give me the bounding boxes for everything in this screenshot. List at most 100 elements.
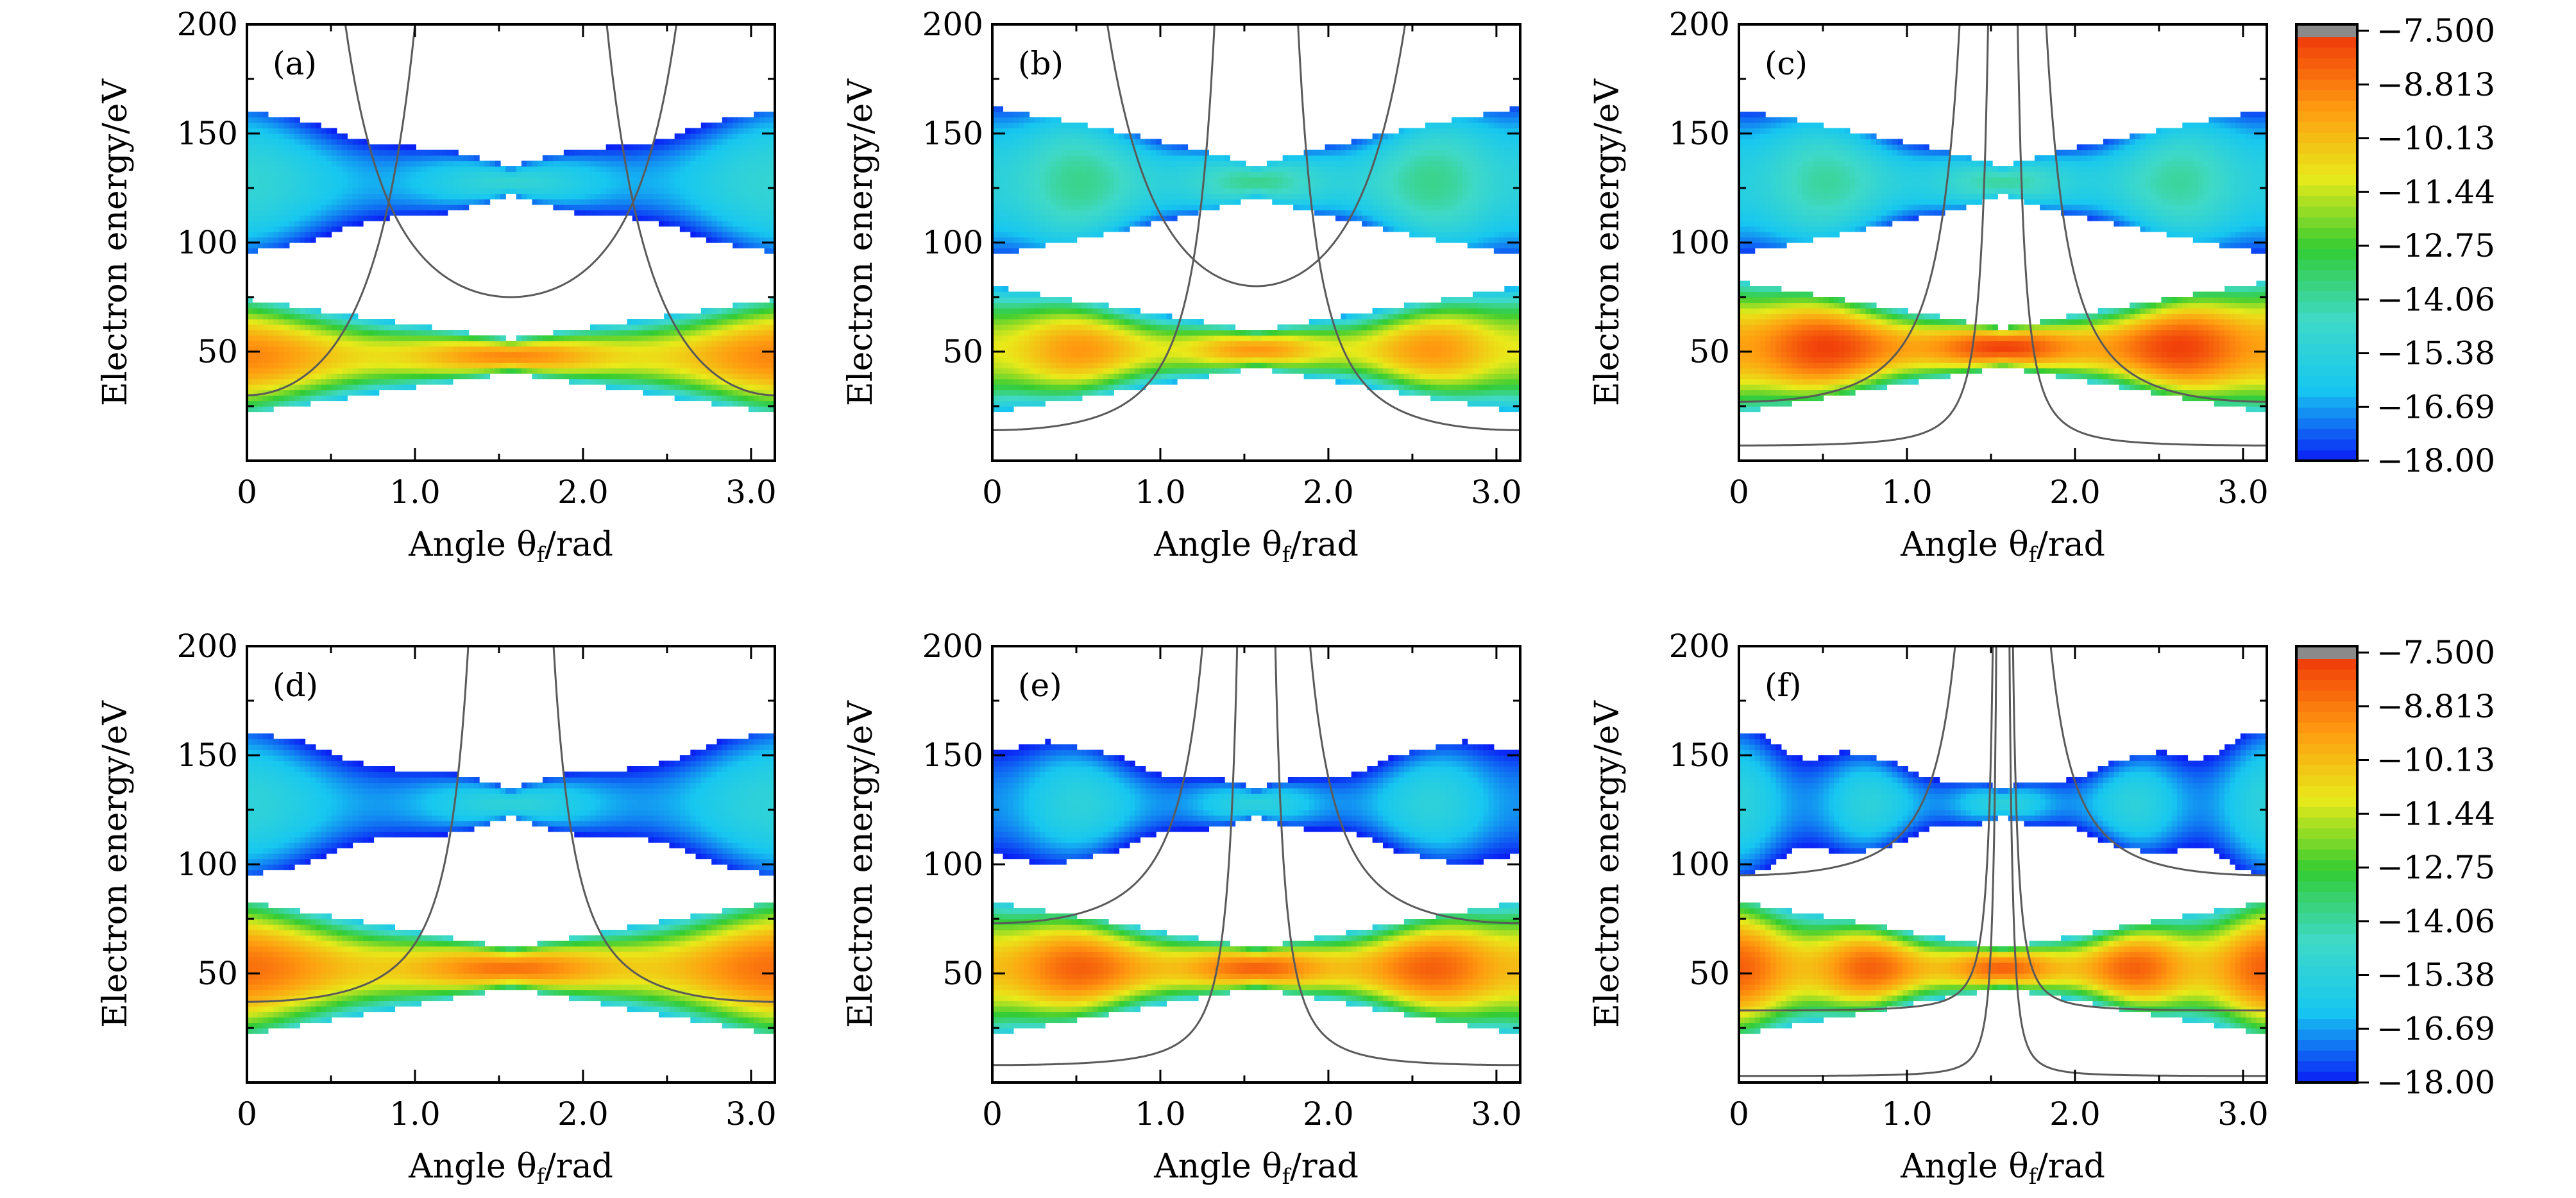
heat-cell [1493, 297, 1500, 304]
heat-cell [326, 352, 332, 358]
heat-cell [1488, 341, 1495, 347]
heat-cell [452, 335, 459, 341]
heat-cell [252, 400, 258, 407]
heat-cell [300, 144, 306, 151]
heat-cell [627, 319, 633, 325]
heat-cell [1129, 352, 1135, 358]
heat-cell [1356, 341, 1362, 347]
heat-cell [611, 193, 617, 200]
heat-cell [664, 346, 670, 352]
heat-cell [574, 346, 580, 352]
heat-cell [1409, 363, 1415, 369]
heat-cell [743, 243, 749, 249]
heat-cell [363, 319, 369, 325]
heat-cell [727, 368, 733, 374]
heat-cell [1198, 352, 1204, 358]
heat-cell [584, 199, 591, 205]
heat-cell [1240, 363, 1246, 369]
heat-cell [1330, 210, 1336, 216]
heat-cell [653, 324, 659, 330]
heat-cell [1076, 373, 1083, 380]
heat-cell [432, 177, 437, 184]
heat-cell [352, 177, 359, 184]
heat-cell [733, 193, 738, 200]
heat-cell [727, 237, 733, 243]
heat-cell [347, 324, 353, 330]
heat-cell [331, 313, 337, 320]
heat-cell [294, 400, 300, 407]
heat-cell [627, 160, 633, 167]
heat-cell [1293, 204, 1299, 210]
heat-cell [563, 373, 570, 380]
heat-cell [1282, 330, 1289, 336]
heat-cell [1135, 363, 1141, 369]
x-tick-label: 2.0 [557, 474, 609, 511]
heat-cell [1452, 232, 1457, 238]
heat-cell [1425, 368, 1431, 374]
heat-cell [722, 221, 728, 227]
heat-cell [733, 330, 738, 336]
heat-cell [1499, 313, 1505, 320]
heat-cell [1013, 346, 1019, 352]
heat-cell [1140, 363, 1146, 369]
heat-cell [1008, 232, 1014, 238]
heat-cell [352, 357, 359, 363]
heat-cell [1488, 357, 1495, 363]
heat-cell [595, 188, 602, 194]
heat-cell [321, 133, 327, 140]
heat-cell [711, 330, 718, 336]
heat-cell [432, 188, 437, 194]
heat-cell [1024, 204, 1030, 210]
heat-cell [606, 341, 612, 347]
heat-cell [278, 166, 285, 173]
heat-cell [643, 193, 649, 200]
heat-cell [1214, 341, 1220, 347]
heat-cell [294, 210, 300, 216]
heat-cell [1309, 373, 1315, 380]
heat-cell [722, 389, 728, 396]
heat-cell [289, 335, 295, 341]
heat-cell [1377, 215, 1384, 221]
heat-cell [574, 363, 580, 369]
heat-cell [278, 302, 285, 309]
heat-cell [743, 384, 749, 391]
heat-cell [764, 177, 770, 184]
heat-cell [331, 330, 337, 336]
heat-cell [658, 144, 665, 151]
heat-cell [1493, 400, 1500, 407]
heat-cell [326, 330, 332, 336]
heat-cell [748, 308, 754, 314]
heat-cell [706, 166, 712, 173]
heat-cell [1499, 330, 1505, 336]
heat-cell [1182, 357, 1189, 363]
heat-cell [262, 243, 269, 249]
heat-cell [653, 150, 659, 156]
heat-cell [1029, 302, 1035, 309]
heat-cell [569, 204, 575, 210]
heat-cell [1393, 204, 1400, 210]
heat-cell [1076, 232, 1083, 238]
heat-cell [1303, 341, 1310, 347]
heat-cell [643, 210, 649, 216]
heat-cell [722, 352, 728, 358]
heat-cell [595, 182, 602, 189]
heat-cell [1034, 346, 1040, 352]
heat-cell [648, 346, 654, 352]
heat-cell [1499, 204, 1505, 210]
heat-cell [1013, 204, 1019, 210]
heat-cell [1514, 291, 1520, 298]
heat-cell [722, 363, 728, 369]
heat-cell [664, 357, 670, 363]
heat-cell [278, 389, 285, 396]
heat-cell [1414, 389, 1421, 396]
heat-cell [1060, 368, 1067, 374]
heat-cell [336, 210, 343, 216]
heat-cell [1467, 243, 1473, 249]
heat-cell [706, 373, 712, 380]
heat-cell [1171, 363, 1178, 369]
heat-cell [300, 215, 306, 221]
heat-cell [1124, 341, 1130, 347]
heat-cell [315, 395, 321, 402]
heat-cell [658, 155, 665, 162]
heat-cell [1488, 352, 1495, 358]
